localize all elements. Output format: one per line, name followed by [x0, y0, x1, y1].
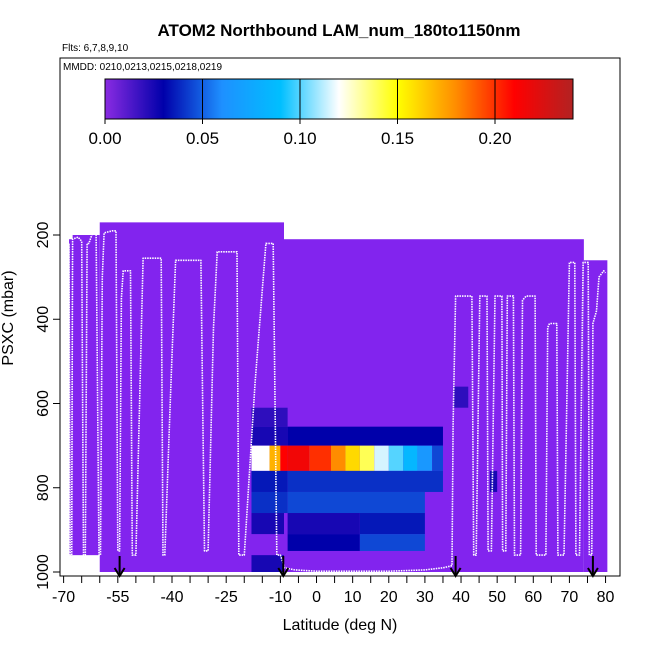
y-axis: 200 400 600 800 1000 — [35, 222, 60, 590]
y-tick-label-4: 1000 — [35, 554, 52, 590]
heat-cell-0 — [251, 407, 288, 427]
y-tick-label-2: 600 — [35, 390, 52, 417]
x-tick-label-4: -10 — [269, 589, 292, 606]
heat-cell-12 — [388, 445, 404, 471]
heat-cell-3 — [251, 445, 270, 471]
heat-cell-19 — [287, 491, 425, 514]
y-tick-label-1: 400 — [35, 306, 52, 333]
x-tick-label-0: -70 — [52, 589, 75, 606]
heat-cell-22 — [359, 513, 425, 535]
x-tick-label-2: -40 — [160, 589, 183, 606]
heat-cell-17 — [287, 470, 443, 492]
x-tick-label-8: 30 — [416, 589, 434, 606]
heat-cell-27 — [489, 470, 498, 492]
x-tick-label-3: -25 — [215, 589, 238, 606]
heat-cell-21 — [287, 513, 360, 535]
heat-cell-13 — [403, 445, 418, 471]
heat-cell-26 — [453, 386, 469, 408]
y-axis-label: PSXC (mbar) — [0, 270, 17, 365]
x-tick-label-10: 50 — [488, 589, 506, 606]
heat-cell-20 — [251, 513, 284, 535]
colorbar-tick-label-2: 0.10 — [283, 129, 316, 148]
x-tick-label-6: 10 — [344, 589, 362, 606]
heat-cell-2 — [287, 426, 443, 446]
y-tick-label-3: 800 — [35, 474, 52, 501]
heat-cell-10 — [359, 445, 375, 471]
colorbar: 0.00 0.05 0.10 0.15 0.20 — [88, 78, 574, 148]
heat-cell-8 — [330, 445, 346, 471]
flights-label: Flts: 6,7,8,9,10 — [62, 43, 129, 54]
heat-cell-24 — [359, 534, 425, 551]
heat-cell-16 — [251, 470, 288, 492]
heat-cell-15 — [432, 445, 443, 471]
x-axis-label: Latitude (deg N) — [283, 617, 398, 634]
heat-cell-7 — [309, 445, 331, 471]
colorbar-tick-label-1: 0.05 — [186, 129, 219, 148]
heat-cell-14 — [417, 445, 433, 471]
background-block-0 — [69, 239, 73, 556]
heat-cell-1 — [251, 426, 288, 446]
x-tick-label-12: 70 — [561, 589, 579, 606]
colorbar-tick-label-4: 0.20 — [478, 129, 511, 148]
heat-cell-25 — [251, 555, 284, 572]
heat-cell-9 — [345, 445, 360, 471]
x-tick-label-13: 80 — [597, 589, 615, 606]
plot-frame — [59, 57, 621, 577]
heat-layer — [251, 386, 498, 572]
x-tick-label-1: -55 — [106, 589, 129, 606]
heat-cell-18 — [251, 491, 288, 514]
colorbar-tick-label-3: 0.15 — [381, 129, 414, 148]
flight-track — [68, 230, 607, 573]
heat-cell-23 — [287, 534, 360, 551]
x-tick-label-11: 60 — [524, 589, 542, 606]
heat-cell-4 — [269, 445, 281, 471]
heat-cell-11 — [374, 445, 389, 471]
background-block-4 — [583, 260, 608, 572]
x-tick-label-9: 40 — [452, 589, 470, 606]
chart-title: ATOM2 Northbound LAM_num_180to1150nm — [157, 21, 520, 40]
mmdd-label: MMDD: 0210,0213,0215,0218,0219 — [63, 62, 222, 73]
heat-cell-6 — [287, 445, 310, 471]
x-tick-label-7: 20 — [380, 589, 398, 606]
track-layer — [68, 230, 607, 573]
y-tick-label-0: 200 — [35, 222, 52, 249]
x-tick-label-5: 0 — [312, 589, 321, 606]
x-axis: -70 -55 -40 -25 -10 0 10 20 30 40 50 60 70 80 — [52, 576, 615, 606]
colorbar-tick-label-0: 0.00 — [88, 129, 121, 148]
colorbar-gradient — [104, 78, 574, 120]
heat-cell-5 — [280, 445, 288, 471]
